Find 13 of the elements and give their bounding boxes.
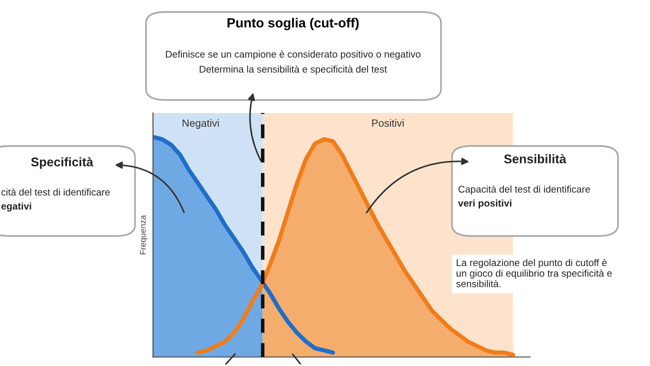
annotation: Capacità del test di identificare bbox=[458, 185, 590, 195]
text: Determina la sensibilità e specificità del test bbox=[200, 65, 387, 75]
chart-title: Punto soglia (cut-off) bbox=[228, 18, 359, 30]
text: cità del test di identificare bbox=[1, 188, 110, 196]
text: Specificità bbox=[31, 157, 94, 169]
text: Negativi bbox=[182, 119, 219, 129]
annotation: veri positivi bbox=[458, 199, 512, 209]
annotation: Sensibilità bbox=[504, 154, 566, 164]
text: Definisce se un campione è considerato positivo o negativo bbox=[166, 50, 420, 60]
y-axis-title: Frequenza bbox=[140, 215, 148, 254]
text: Positivi bbox=[372, 119, 404, 127]
text: egativi bbox=[1, 202, 32, 212]
annotation: La regolazione del punto di cutoff è un gioco di equilibrio tra specificità e sensibilità. bbox=[456, 258, 612, 288]
